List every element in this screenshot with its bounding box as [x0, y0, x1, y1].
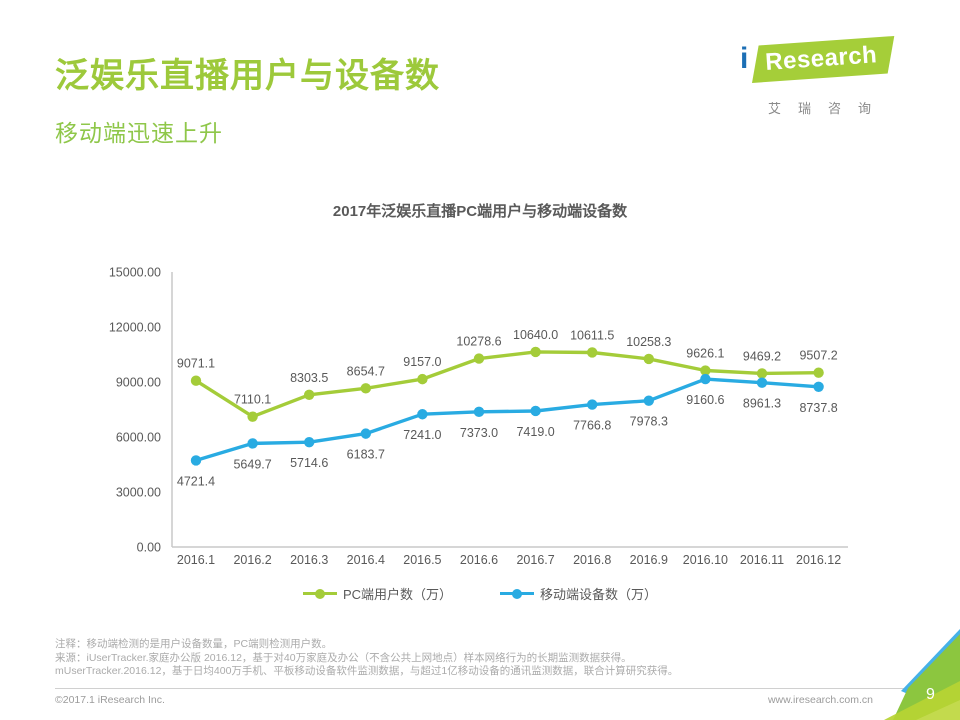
- svg-text:8961.3: 8961.3: [743, 397, 781, 411]
- svg-text:10278.6: 10278.6: [456, 335, 501, 349]
- svg-text:9469.2: 9469.2: [743, 349, 781, 363]
- svg-text:8654.7: 8654.7: [347, 364, 385, 378]
- svg-text:7766.8: 7766.8: [573, 419, 611, 433]
- logo-wordmark: i Research: [738, 35, 910, 86]
- svg-text:2016.8: 2016.8: [573, 553, 611, 567]
- svg-text:2016.5: 2016.5: [403, 553, 441, 567]
- svg-text:7419.0: 7419.0: [516, 425, 554, 439]
- svg-text:9071.1: 9071.1: [177, 357, 215, 371]
- svg-text:2016.3: 2016.3: [290, 553, 328, 567]
- footer-divider: [55, 688, 907, 689]
- logo-green-flag: Research: [752, 35, 895, 83]
- svg-text:7241.0: 7241.0: [403, 428, 441, 442]
- footnotes: 注释：移动端检测的是用户设备数量，PC端则检测用户数。 来源：iUserTrac…: [55, 638, 885, 679]
- svg-text:2016.9: 2016.9: [630, 553, 668, 567]
- svg-text:9160.6: 9160.6: [686, 393, 724, 407]
- iresearch-logo: i Research 艾瑞咨询: [738, 35, 910, 117]
- svg-text:9626.1: 9626.1: [686, 347, 724, 361]
- svg-text:4721.4: 4721.4: [177, 474, 215, 488]
- copyright: ©2017.1 iResearch Inc.: [55, 694, 165, 706]
- chart-title: 2017年泛娱乐直播PC端用户与移动端设备数: [332, 203, 628, 220]
- line-chart: 15000.00 12000.00 9000.00 6000.00 3000.00 0.0…: [109, 266, 848, 567]
- page-subtitle: 移动端迅速上升: [55, 120, 223, 146]
- logo-chinese-name: 艾瑞咨询: [767, 101, 888, 116]
- page-title: 泛娱乐直播用户与设备数: [55, 57, 440, 95]
- svg-text:10611.5: 10611.5: [570, 328, 614, 342]
- logo-brand-text: Research: [764, 41, 879, 76]
- legend-item-1: 移动端设备数（万）: [500, 584, 657, 603]
- svg-text:9000.00: 9000.00: [116, 376, 161, 390]
- svg-text:10258.3: 10258.3: [626, 335, 671, 349]
- legend-label: PC端用户数（万）: [342, 587, 453, 602]
- note-line-2: 来源：iUserTracker.家庭办公版 2016.12，基于对40万家庭及办…: [55, 651, 632, 664]
- corner-decoration: [884, 629, 960, 720]
- svg-text:15000.00: 15000.00: [109, 266, 161, 280]
- svg-text:5714.6: 5714.6: [290, 456, 328, 470]
- svg-text:9507.2: 9507.2: [799, 349, 837, 363]
- chart-legend: PC端用户数（万） 移动端设备数（万）: [85, 584, 875, 603]
- svg-text:5649.7: 5649.7: [233, 457, 271, 471]
- svg-text:7978.3: 7978.3: [630, 415, 668, 429]
- svg-text:2016.1: 2016.1: [177, 553, 215, 567]
- legend-marker-icon: [500, 588, 535, 599]
- svg-text:9157.0: 9157.0: [403, 355, 441, 369]
- svg-text:2016.10: 2016.10: [683, 553, 728, 567]
- svg-text:2016.12: 2016.12: [796, 553, 841, 567]
- legend-marker-icon: [302, 588, 337, 599]
- svg-text:8303.5: 8303.5: [290, 371, 328, 385]
- note-line-3: mUserTracker.2016.12，基于日均400万手机、平板移动设备软件…: [55, 665, 679, 677]
- legend-item-0: PC端用户数（万）: [302, 584, 453, 603]
- svg-text:6000.00: 6000.00: [116, 431, 161, 445]
- svg-text:2016.6: 2016.6: [460, 553, 498, 567]
- svg-text:2016.7: 2016.7: [516, 553, 554, 567]
- svg-text:10640.0: 10640.0: [513, 328, 558, 342]
- svg-text:12000.00: 12000.00: [109, 321, 161, 335]
- legend-label: 移动端设备数（万）: [540, 587, 658, 602]
- page-number: 9: [926, 686, 935, 703]
- svg-text:8737.8: 8737.8: [799, 401, 837, 415]
- svg-text:0.00: 0.00: [137, 541, 161, 555]
- svg-text:7110.1: 7110.1: [234, 393, 271, 407]
- svg-text:2016.4: 2016.4: [347, 553, 385, 567]
- svg-text:2016.2: 2016.2: [233, 553, 271, 567]
- svg-text:7373.0: 7373.0: [460, 426, 498, 440]
- note-line-1: 注释：移动端检测的是用户设备数量，PC端则检测用户数。: [55, 638, 333, 650]
- svg-text:2016.11: 2016.11: [740, 553, 784, 567]
- svg-text:6183.7: 6183.7: [347, 448, 385, 462]
- svg-text:3000.00: 3000.00: [116, 486, 161, 500]
- logo-i-letter: i: [740, 42, 749, 75]
- website-link[interactable]: www.iresearch.com.cn: [767, 694, 873, 706]
